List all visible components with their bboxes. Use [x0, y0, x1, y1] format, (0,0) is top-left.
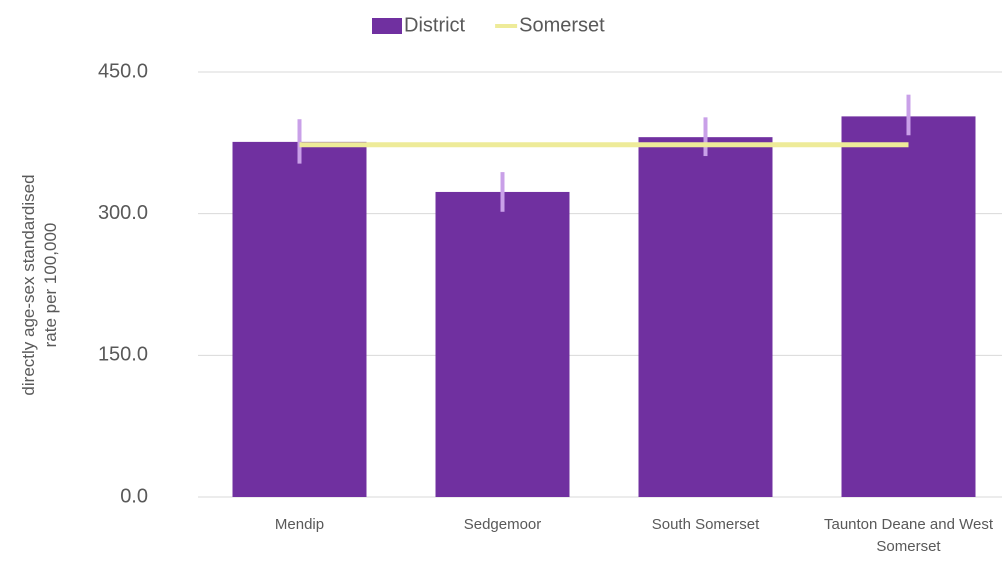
bar — [638, 137, 773, 497]
x-tick-label: Mendip — [274, 516, 325, 533]
bar — [435, 191, 570, 497]
x-tick-label: Sedgemoor — [463, 516, 542, 533]
bar — [232, 141, 367, 497]
legend-label: Somerset — [519, 14, 605, 36]
y-tick-label: 300.0 — [98, 202, 148, 224]
x-tick-label: Taunton Deane and West Somerset — [823, 516, 993, 555]
x-tick-label-box: South Somerset — [651, 516, 760, 533]
x-tick-label: South Somerset — [651, 516, 760, 533]
bar — [841, 116, 976, 497]
x-tick-label-box: Mendip — [274, 516, 325, 533]
y-axis-title: directly age-sex standardised rate per 1… — [19, 174, 60, 396]
y-tick-label: 450.0 — [98, 60, 148, 82]
y-tick-label: 150.0 — [98, 344, 148, 366]
y-tick-label: 0.0 — [120, 485, 148, 507]
legend-label: District — [404, 14, 466, 36]
x-tick-label-box: Sedgemoor — [463, 516, 542, 533]
x-tick-label-box: Taunton Deane and West Somerset — [823, 516, 993, 555]
legend-swatch — [372, 18, 402, 34]
